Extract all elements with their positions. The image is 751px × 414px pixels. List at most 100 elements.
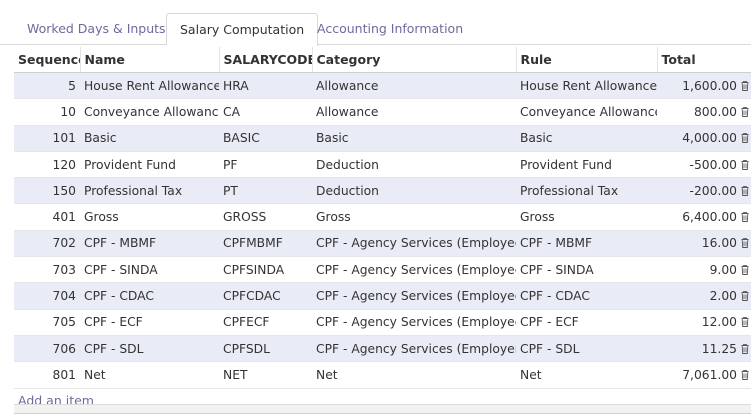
cell-sequence: 10 xyxy=(14,98,80,126)
cell-salarycode: CA xyxy=(219,98,312,126)
trash-icon[interactable] xyxy=(741,185,749,196)
tab-worked-days-inputs[interactable]: Worked Days & Inputs xyxy=(27,21,166,36)
total-value: 2.00 xyxy=(709,289,737,304)
cell-rule: Gross xyxy=(516,203,657,231)
cell-total: 4,000.00 xyxy=(657,125,751,152)
cell-sequence: 401 xyxy=(14,203,80,231)
table-row[interactable]: 101 Basic BASIC Basic Basic 4,000.00 xyxy=(14,125,751,152)
cell-rule: Conveyance Allowance xyxy=(516,98,657,126)
cell-name: Gross xyxy=(80,203,219,231)
trash-icon[interactable] xyxy=(741,264,749,275)
cell-total: 800.00 xyxy=(657,98,751,126)
cell-rule: Professional Tax xyxy=(516,177,657,205)
header-rule[interactable]: Rule xyxy=(516,47,658,73)
cell-name: CPF - CDAC xyxy=(80,282,219,310)
tab-salary-computation[interactable]: Salary Computation xyxy=(166,13,319,46)
cell-sequence: 150 xyxy=(14,177,80,205)
total-value: 4,000.00 xyxy=(682,131,737,146)
cell-total: 7,061.00 xyxy=(657,361,751,389)
cell-category: CPF - Agency Services (Employee) xyxy=(312,256,516,284)
header-sequence[interactable]: Sequence xyxy=(14,47,81,73)
header-salarycode[interactable]: SALARYCODE xyxy=(219,47,313,73)
table-row[interactable]: 801 Net NET Net Net 7,061.00 xyxy=(14,361,751,389)
cell-category: CPF - Agency Services (Employee) xyxy=(312,282,516,310)
cell-category: Gross xyxy=(312,203,516,231)
table-row[interactable]: 5 House Rent Allowance HRA Allowance House R… xyxy=(14,72,751,100)
salary-computation-table: Sequence Name SALARYCODE Category Rule T… xyxy=(14,47,751,414)
cell-category: CPF - Agency Services (Employee) xyxy=(312,230,516,258)
total-value: -500.00 xyxy=(689,157,737,172)
cell-total: 16.00 xyxy=(657,230,751,258)
trash-icon[interactable] xyxy=(741,369,749,380)
cell-total: 2.00 xyxy=(657,282,751,310)
cell-total: 6,400.00 xyxy=(657,203,751,231)
cell-name: Net xyxy=(80,361,219,389)
cell-total: -200.00 xyxy=(657,177,751,205)
table-row[interactable]: 401 Gross GROSS Gross Gross 6,400.00 xyxy=(14,203,751,231)
total-value: 7,061.00 xyxy=(682,367,737,382)
trash-icon[interactable] xyxy=(741,132,749,144)
trash-icon[interactable] xyxy=(741,290,749,301)
cell-salarycode: CPFECF xyxy=(219,309,312,336)
cell-category: Allowance xyxy=(312,72,516,100)
cell-rule: CPF - SDL xyxy=(516,335,657,363)
cell-sequence: 801 xyxy=(14,361,80,389)
tab-accounting-information[interactable]: Accounting Information xyxy=(317,21,464,36)
total-value: 9.00 xyxy=(709,262,737,277)
cell-sequence: 706 xyxy=(14,335,80,363)
table-row[interactable]: 704 CPF - CDAC CPFCDAC CPF - Agency Service… xyxy=(14,282,751,310)
cell-name: Professional Tax xyxy=(80,177,219,205)
cell-rule: Basic xyxy=(516,125,657,152)
table-row[interactable]: 706 CPF - SDL CPFSDL CPF - Agency Services … xyxy=(14,335,751,363)
trash-icon[interactable] xyxy=(741,237,749,249)
total-value: 11.25 xyxy=(701,341,737,356)
cell-name: CPF - SDL xyxy=(80,335,219,363)
cell-name: Basic xyxy=(80,125,219,152)
trash-icon[interactable] xyxy=(741,316,749,328)
cell-category: Net xyxy=(312,361,516,389)
trash-icon[interactable] xyxy=(741,343,749,354)
cell-salarycode: GROSS xyxy=(219,203,312,231)
trash-icon[interactable] xyxy=(741,211,749,223)
total-value: 800.00 xyxy=(693,104,737,119)
cell-rule: CPF - ECF xyxy=(516,309,657,336)
cell-rule: CPF - MBMF xyxy=(516,230,657,258)
cell-sequence: 704 xyxy=(14,282,80,310)
total-value: 16.00 xyxy=(701,236,737,251)
cell-rule: Provident Fund xyxy=(516,151,657,179)
header-name[interactable]: Name xyxy=(80,47,220,73)
cell-category: Deduction xyxy=(312,177,516,205)
table-row[interactable]: 10 Conveyance Allowance CA Allowance Conveya… xyxy=(14,98,751,126)
cell-rule: CPF - CDAC xyxy=(516,282,657,310)
table-row[interactable]: 703 CPF - SINDA CPFSINDA CPF - Agency Servi… xyxy=(14,256,751,284)
cell-total: 11.25 xyxy=(657,335,751,363)
cell-salarycode: CPFCDAC xyxy=(219,282,312,310)
table-row[interactable]: 150 Professional Tax PT Deduction Profession… xyxy=(14,177,751,205)
cell-sequence: 5 xyxy=(14,72,80,100)
cell-category: Allowance xyxy=(312,98,516,126)
cell-sequence: 702 xyxy=(14,230,80,258)
trash-icon[interactable] xyxy=(741,159,749,170)
notebook-tabs: Worked Days & Inputs Salary Computation … xyxy=(0,0,751,46)
cell-name: CPF - MBMF xyxy=(80,230,219,258)
table-header-row: Sequence Name SALARYCODE Category Rule T… xyxy=(14,47,751,73)
cell-category: CPF - Agency Services (Employee) xyxy=(312,309,516,336)
header-category[interactable]: Category xyxy=(312,47,517,73)
trash-icon[interactable] xyxy=(741,80,749,91)
cell-category: Basic xyxy=(312,125,516,152)
cell-salarycode: CPFSDL xyxy=(219,335,312,363)
cell-rule: CPF - SINDA xyxy=(516,256,657,284)
table-row[interactable]: 702 CPF - MBMF CPFMBMF CPF - Agency Service… xyxy=(14,230,751,258)
table-row[interactable]: 705 CPF - ECF CPFECF CPF - Agency Services … xyxy=(14,309,751,336)
total-value: 1,600.00 xyxy=(682,78,737,93)
cell-name: Conveyance Allowance xyxy=(80,98,219,126)
table-row[interactable]: 120 Provident Fund PF Deduction Provident Fu… xyxy=(14,151,751,179)
header-total[interactable]: Total xyxy=(657,47,751,73)
cell-salarycode: NET xyxy=(219,361,312,389)
cell-name: CPF - ECF xyxy=(80,309,219,336)
cell-total: 1,600.00 xyxy=(657,72,751,100)
trash-icon[interactable] xyxy=(741,106,749,117)
cell-sequence: 120 xyxy=(14,151,80,179)
bottom-divider xyxy=(14,404,751,413)
total-value: -200.00 xyxy=(689,183,737,198)
